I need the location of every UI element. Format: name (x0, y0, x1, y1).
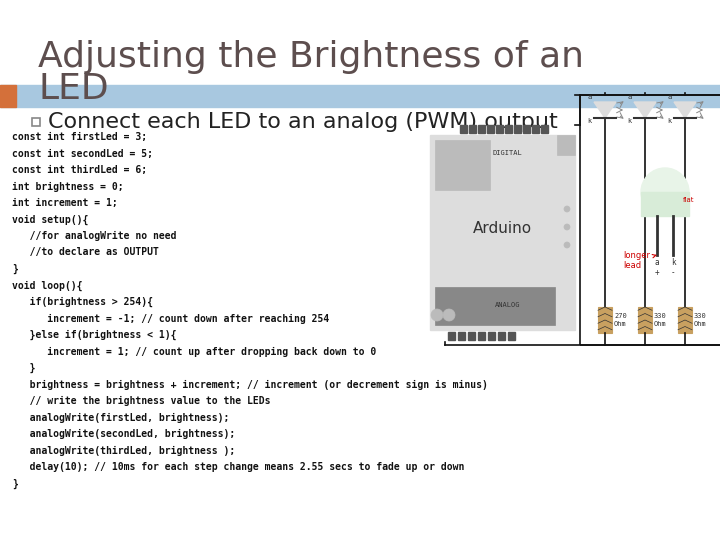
Bar (468, 332, 475, 340)
Bar (641, 192, 689, 216)
Circle shape (641, 168, 689, 216)
Bar (678, 307, 692, 333)
Text: Adjusting the Brightness of an: Adjusting the Brightness of an (38, 40, 584, 74)
Text: k: k (667, 118, 672, 124)
Text: 330
Ohm: 330 Ohm (654, 314, 667, 327)
Text: 270
Ohm: 270 Ohm (614, 314, 626, 327)
Bar (498, 332, 505, 340)
Bar (0, 85, 720, 107)
Text: delay(10); // 10ms for each step change means 2.55 secs to fade up or down: delay(10); // 10ms for each step change … (12, 462, 464, 472)
Text: ANALOG: ANALOG (495, 302, 521, 308)
Text: //to declare as OUTPUT: //to declare as OUTPUT (12, 247, 159, 258)
Polygon shape (674, 102, 696, 118)
Bar (469, 125, 476, 133)
Bar (523, 125, 530, 133)
Text: LED: LED (38, 72, 109, 106)
Circle shape (431, 309, 443, 321)
Text: brightness = brightness + increment; // increment (or decrement sign is minus): brightness = brightness + increment; // … (12, 380, 488, 389)
Bar (487, 125, 494, 133)
Bar (435, 140, 490, 190)
Text: }: } (12, 363, 35, 373)
Polygon shape (594, 102, 616, 118)
Text: analogWrite(thirdLed, brightness );: analogWrite(thirdLed, brightness ); (12, 446, 235, 456)
Bar (478, 332, 485, 340)
Text: DIGITAL: DIGITAL (492, 150, 523, 156)
Circle shape (564, 206, 570, 212)
Text: analogWrite(firstLed, brightness);: analogWrite(firstLed, brightness); (12, 413, 230, 422)
Circle shape (443, 309, 455, 321)
Text: increment = 1; // count up after dropping back down to 0: increment = 1; // count up after droppin… (12, 347, 377, 356)
Bar (488, 332, 495, 340)
Bar (598, 307, 612, 333)
Bar (541, 125, 548, 133)
Text: a: a (667, 94, 672, 100)
Text: analogWrite(secondLed, brightness);: analogWrite(secondLed, brightness); (12, 429, 235, 439)
Text: const int firstLed = 3;: const int firstLed = 3; (12, 132, 147, 142)
Bar (460, 125, 467, 133)
Text: // write the brightness value to the LEDs: // write the brightness value to the LED… (12, 396, 271, 406)
Polygon shape (634, 102, 656, 118)
Text: int brightness = 0;: int brightness = 0; (12, 181, 124, 192)
Bar (430, 135, 575, 330)
Bar (32, 118, 40, 126)
Bar (458, 332, 465, 340)
Bar (508, 332, 515, 340)
Text: if(brightness > 254){: if(brightness > 254){ (12, 297, 153, 307)
Text: k: k (628, 118, 632, 124)
Bar (505, 125, 512, 133)
Text: Arduino: Arduino (473, 221, 532, 236)
Bar (580, 95, 720, 345)
Text: int increment = 1;: int increment = 1; (12, 198, 118, 208)
Bar (478, 125, 485, 133)
Bar (514, 125, 521, 133)
Text: const int secondLed = 5;: const int secondLed = 5; (12, 148, 153, 159)
Bar (435, 287, 555, 325)
Text: flat: flat (683, 197, 695, 203)
Text: }: } (12, 264, 18, 274)
Text: }else if(brightness < 1){: }else if(brightness < 1){ (12, 330, 176, 340)
Text: void loop(){: void loop(){ (12, 280, 83, 291)
Bar (496, 125, 503, 133)
Text: const int thirdLed = 6;: const int thirdLed = 6; (12, 165, 147, 175)
Text: 330
Ohm: 330 Ohm (694, 314, 707, 327)
Text: a
+: a + (654, 258, 660, 278)
Text: a: a (588, 94, 592, 100)
Text: longer
lead: longer lead (623, 251, 656, 270)
Text: increment = -1; // count down after reaching 254: increment = -1; // count down after reac… (12, 314, 329, 323)
Text: //for analogWrite no need: //for analogWrite no need (12, 231, 176, 241)
Bar (448, 332, 455, 340)
Bar (638, 307, 652, 333)
Text: }: } (12, 478, 18, 489)
Circle shape (564, 224, 570, 230)
Bar (532, 125, 539, 133)
Text: a: a (628, 94, 632, 100)
Text: k: k (588, 118, 592, 124)
Text: Connect each LED to an analog (PWM) output: Connect each LED to an analog (PWM) outp… (48, 112, 558, 132)
Bar (557, 135, 575, 155)
Text: void setup(){: void setup(){ (12, 214, 89, 225)
Circle shape (564, 242, 570, 248)
Bar (0, 85, 16, 107)
Text: k
-: k - (671, 258, 675, 278)
